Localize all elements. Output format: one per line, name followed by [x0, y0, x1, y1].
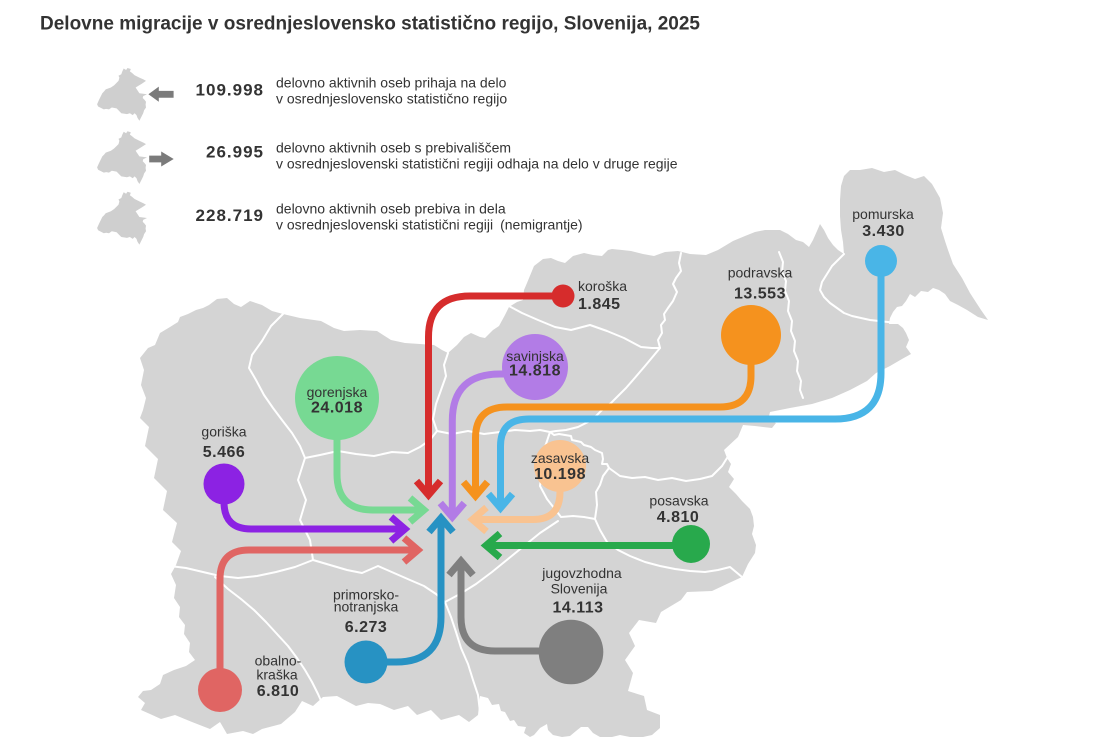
svg-text:savinjska: savinjska — [506, 348, 564, 364]
svg-text:delovno aktivnih oseb s prebiv: delovno aktivnih oseb s prebivališčem — [276, 139, 511, 155]
svg-text:13.553: 13.553 — [734, 286, 786, 303]
svg-text:v osrednjeslovenski statističn: v osrednjeslovenski statistični regiji (… — [276, 217, 583, 233]
svg-text:kraška: kraška — [256, 667, 297, 683]
svg-text:5.466: 5.466 — [203, 444, 246, 461]
svg-text:goriška: goriška — [201, 424, 246, 440]
svg-text:1.845: 1.845 — [578, 296, 621, 313]
svg-text:primorsko-: primorsko- — [333, 587, 399, 603]
svg-text:14.113: 14.113 — [552, 600, 603, 617]
svg-text:notranjska: notranjska — [334, 599, 399, 615]
svg-text:6.273: 6.273 — [345, 619, 388, 636]
svg-text:pomurska: pomurska — [852, 206, 914, 222]
svg-text:Delovne migracije v osrednjesl: Delovne migracije v osrednjeslovensko st… — [40, 14, 700, 35]
svg-text:10.198: 10.198 — [534, 466, 586, 483]
svg-text:26.995: 26.995 — [206, 143, 264, 162]
svg-text:delovno aktivnih oseb prebiva: delovno aktivnih oseb prebiva in dela — [276, 201, 506, 217]
svg-text:Slovenija: Slovenija — [551, 581, 608, 597]
svg-text:3.430: 3.430 — [862, 223, 905, 240]
svg-text:v osrednjeslovenski statističn: v osrednjeslovenski statistični regiji o… — [276, 155, 678, 171]
svg-text:6.810: 6.810 — [257, 683, 300, 700]
svg-text:14.818: 14.818 — [509, 363, 561, 380]
svg-text:obalno-: obalno- — [255, 653, 302, 669]
svg-text:posavska: posavska — [649, 493, 708, 509]
svg-text:koroška: koroška — [578, 278, 627, 294]
svg-text:gorenjska: gorenjska — [307, 384, 368, 400]
svg-text:podravska: podravska — [728, 265, 793, 281]
svg-text:24.018: 24.018 — [311, 400, 363, 417]
svg-text:zasavska: zasavska — [531, 450, 590, 466]
svg-text:jugovzhodna: jugovzhodna — [541, 565, 622, 581]
svg-text:v osrednjeslovensko statističn: v osrednjeslovensko statistično regijo — [276, 91, 507, 107]
svg-text:4.810: 4.810 — [657, 509, 700, 526]
svg-text:delovno aktivnih oseb prihaja: delovno aktivnih oseb prihaja na delo — [276, 75, 507, 91]
svg-text:228.719: 228.719 — [196, 206, 264, 225]
svg-text:109.998: 109.998 — [196, 81, 264, 100]
